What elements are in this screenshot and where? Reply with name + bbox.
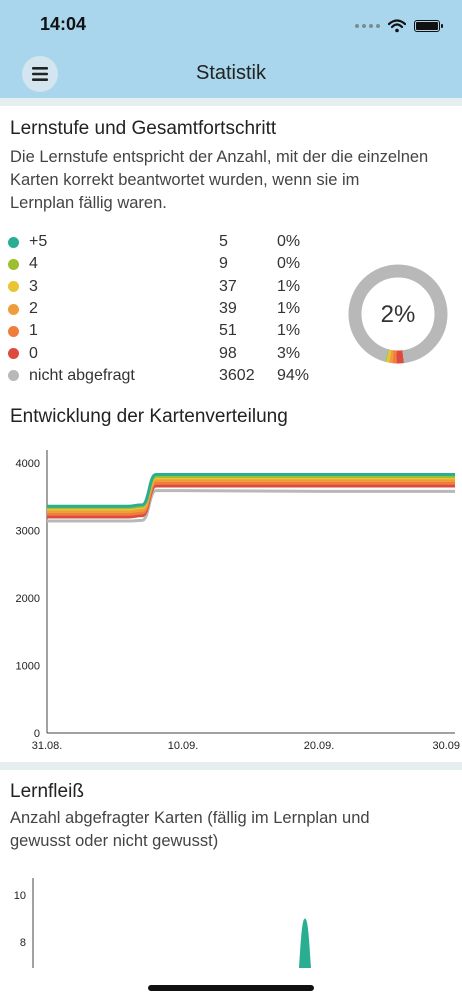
level-label: +5 [29, 233, 48, 251]
level-label: 0 [29, 344, 38, 362]
level-label: 4 [29, 255, 38, 273]
level-count: 9 [219, 255, 228, 273]
level-percent: 94% [277, 366, 310, 384]
level-count: 98 [219, 344, 237, 362]
description-line: gewusst oder nicht gewusst) [10, 832, 219, 850]
legend-row: 4 9 0% [8, 253, 328, 275]
level-dot-icon [8, 303, 19, 315]
level-percent: 1% [277, 277, 301, 295]
description-line: Anzahl abgefragter Karten (fällig im Ler… [10, 809, 370, 827]
x-tick-label: 30.09 [432, 740, 460, 752]
distribution-chart: 0 1000 2000 3000 4000 31.08. 10.09. 20.09. 30.0… [16, 450, 460, 752]
level-percent: 1% [277, 300, 301, 318]
diligence-chart: 10 8 [14, 878, 311, 968]
status-icons [355, 16, 443, 36]
legend-row: 1 51 1% [8, 320, 328, 342]
y-tick-label: 4000 [16, 458, 40, 470]
legend-row: +5 5 0% [8, 231, 328, 253]
x-tick-label: 31.08. [32, 740, 63, 752]
level-label: 2 [29, 300, 38, 318]
section-description-diligence: Anzahl abgefragter Karten (fällig im Ler… [10, 807, 455, 853]
section-title-distribution: Entwicklung der Kartenverteilung [10, 406, 288, 427]
level-dot-icon [8, 325, 19, 337]
y-tick-label: 0 [34, 728, 40, 740]
series-line [47, 472, 455, 508]
series-line [47, 484, 455, 519]
wifi-icon [388, 19, 406, 33]
diligence-peak [299, 918, 311, 968]
level-label: 1 [29, 322, 38, 340]
level-percent: 0% [277, 233, 301, 251]
level-dot-icon [8, 281, 19, 293]
status-time: 14:04 [40, 14, 87, 34]
level-dot-icon [8, 236, 19, 248]
section-title-progress: Lernstufe und Gesamtfortschritt [10, 118, 277, 139]
menu-button[interactable] [22, 56, 58, 92]
y-tick-label: 8 [20, 937, 26, 949]
level-count: 5 [219, 233, 228, 251]
level-dot-icon [8, 370, 19, 382]
donut-segment [348, 264, 448, 364]
section-description-progress: Die Lernstufe entspricht der Anzahl, mit… [10, 146, 455, 215]
description-line: Karten korrekt beantwortet wurden, wenn … [10, 171, 360, 189]
donut-segment [348, 264, 448, 364]
level-dot-icon [8, 258, 19, 270]
page-title: Statistik [195, 62, 267, 84]
level-percent: 1% [277, 322, 301, 340]
legend-row: 0 98 3% [8, 342, 328, 364]
app-header: 14:04 Statistik [0, 0, 462, 98]
hamburger-icon [32, 67, 48, 81]
section-divider [0, 762, 462, 770]
legend-row: 2 39 1% [8, 298, 328, 320]
header-divider [0, 98, 462, 106]
level-count: 51 [219, 322, 237, 340]
series-line [47, 489, 455, 523]
y-tick-label: 3000 [16, 526, 40, 538]
level-percent: 0% [277, 255, 301, 273]
legend-row: 3 37 1% [8, 276, 328, 298]
x-tick-label: 10.09. [168, 740, 199, 752]
level-count: 39 [219, 300, 237, 318]
level-label: nicht abgefragt [29, 366, 135, 384]
level-label: 3 [29, 277, 38, 295]
donut-percent-label: 2% [381, 301, 416, 328]
series-line [46, 481, 455, 516]
level-legend: +5 5 0% 4 9 0% 3 37 1% 2 39 1% 1 51 1% 0… [8, 231, 328, 387]
battery-icon [414, 20, 443, 32]
level-count: 37 [219, 277, 237, 295]
level-count: 3602 [219, 366, 255, 384]
cellular-signal-icon [355, 24, 380, 28]
legend-row: nicht abgefragt 3602 94% [8, 365, 328, 387]
description-line: Die Lernstufe entspricht der Anzahl, mit… [10, 148, 429, 166]
level-percent: 3% [277, 344, 301, 362]
level-dot-icon [8, 348, 19, 360]
y-tick-label: 2000 [16, 593, 40, 605]
x-tick-label: 20.09. [304, 740, 335, 752]
section-title-diligence: Lernfleiß [10, 781, 84, 802]
home-indicator [148, 985, 314, 991]
series-line [46, 479, 455, 514]
y-tick-label: 1000 [16, 661, 40, 673]
y-tick-label: 10 [14, 890, 26, 902]
description-line: Lernplan fällig waren. [10, 194, 167, 212]
progress-donut-chart: 2% [348, 264, 448, 364]
